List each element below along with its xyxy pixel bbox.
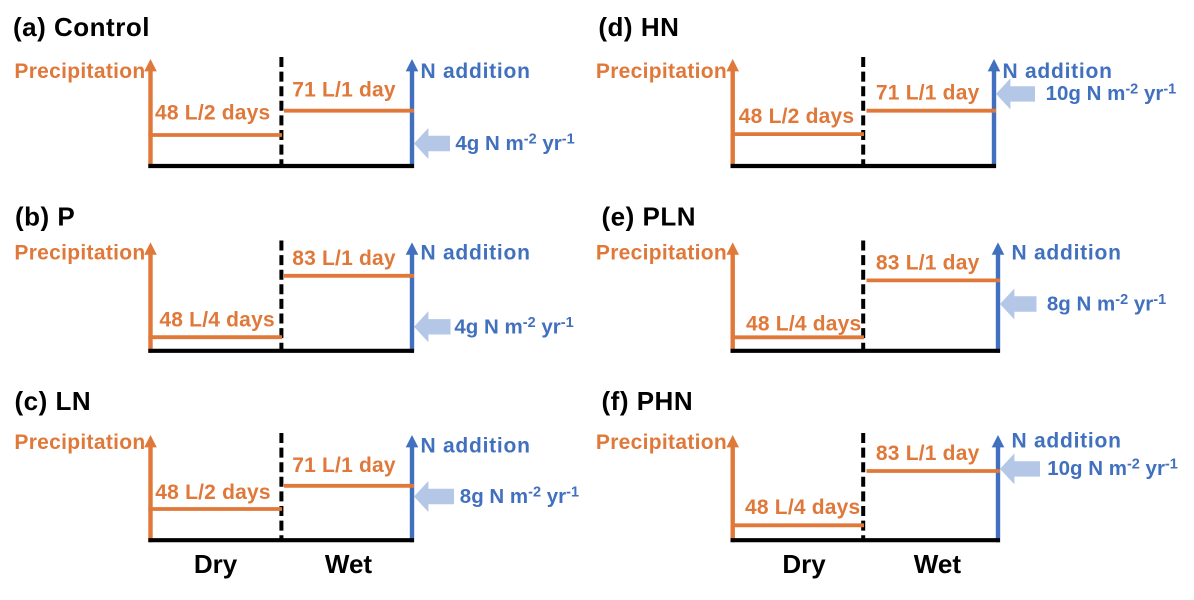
svg-text:4g N m-2 yr-1: 4g N m-2 yr-1 bbox=[454, 315, 573, 339]
svg-text:Dry: Dry bbox=[194, 549, 238, 579]
svg-text:Precipitation: Precipitation bbox=[14, 60, 145, 83]
svg-text:71 L/1 day: 71 L/1 day bbox=[876, 82, 980, 105]
svg-text:Wet: Wet bbox=[325, 549, 373, 579]
svg-text:48 L/2 days: 48 L/2 days bbox=[155, 481, 270, 504]
svg-text:N addition: N addition bbox=[421, 242, 531, 265]
svg-text:4g N m-2 yr-1: 4g N m-2 yr-1 bbox=[455, 132, 574, 156]
svg-text:Dry: Dry bbox=[782, 549, 826, 579]
svg-text:(a) Control: (a) Control bbox=[13, 12, 150, 42]
svg-text:83 L/1 day: 83 L/1 day bbox=[876, 251, 980, 274]
svg-text:48 L/4 days: 48 L/4 days bbox=[745, 496, 860, 519]
svg-text:N addition: N addition bbox=[421, 434, 531, 457]
svg-text:48 L/2 days: 48 L/2 days bbox=[739, 105, 854, 128]
svg-text:8g N m-2 yr-1: 8g N m-2 yr-1 bbox=[1047, 292, 1166, 316]
svg-text:Precipitation: Precipitation bbox=[596, 242, 727, 265]
svg-text:Precipitation: Precipitation bbox=[596, 431, 727, 454]
svg-text:N addition: N addition bbox=[1012, 242, 1122, 265]
svg-text:48 L/2 days: 48 L/2 days bbox=[155, 102, 270, 125]
svg-text:(d) HN: (d) HN bbox=[598, 12, 679, 42]
svg-text:Precipitation: Precipitation bbox=[596, 60, 727, 83]
svg-text:Wet: Wet bbox=[914, 549, 962, 579]
svg-text:N addition: N addition bbox=[1003, 60, 1113, 83]
svg-text:83 L/1 day: 83 L/1 day bbox=[876, 442, 980, 465]
svg-text:N addition: N addition bbox=[1012, 429, 1122, 452]
svg-text:48 L/4 days: 48 L/4 days bbox=[746, 313, 861, 336]
svg-text:Precipitation: Precipitation bbox=[14, 242, 145, 265]
svg-text:N addition: N addition bbox=[421, 60, 531, 83]
svg-text:8g N m-2 yr-1: 8g N m-2 yr-1 bbox=[460, 484, 579, 508]
svg-text:10g N m-2 yr-1: 10g N m-2 yr-1 bbox=[1047, 457, 1178, 481]
svg-text:(c) LN: (c) LN bbox=[15, 386, 92, 416]
svg-text:48 L/4 days: 48 L/4 days bbox=[159, 309, 274, 332]
svg-text:10g N m-2 yr-1: 10g N m-2 yr-1 bbox=[1046, 82, 1177, 106]
svg-text:71 L/1 day: 71 L/1 day bbox=[292, 454, 396, 477]
svg-text:71 L/1 day: 71 L/1 day bbox=[292, 79, 396, 102]
svg-text:(b) P: (b) P bbox=[15, 201, 75, 231]
svg-text:83 L/1 day: 83 L/1 day bbox=[292, 247, 396, 270]
svg-text:(e) PLN: (e) PLN bbox=[602, 201, 697, 231]
svg-text:Precipitation: Precipitation bbox=[14, 431, 145, 454]
svg-text:(f) PHN: (f) PHN bbox=[602, 386, 694, 416]
